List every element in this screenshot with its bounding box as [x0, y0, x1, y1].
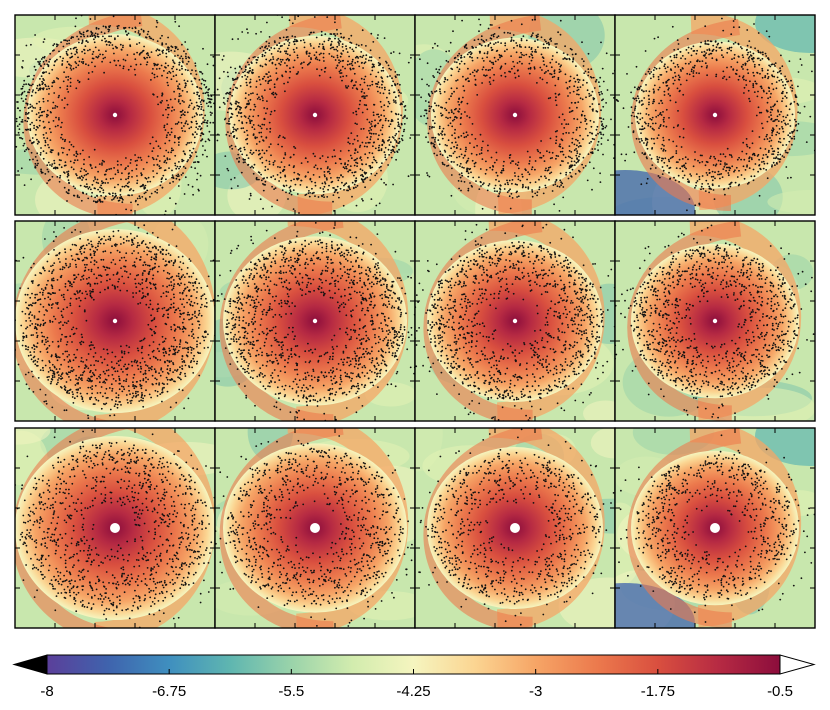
background-swirl — [415, 428, 443, 472]
central-sink — [710, 523, 720, 533]
central-sink — [512, 318, 518, 324]
particle-dots — [15, 428, 215, 628]
particle-dots — [415, 15, 615, 212]
particle-dots — [15, 15, 215, 215]
panel-frame — [614, 14, 816, 216]
central-sink — [312, 318, 318, 324]
simulation-panel — [214, 220, 416, 422]
colorbar-tick-label: -6.75 — [152, 683, 186, 700]
central-sink — [112, 318, 118, 324]
background-swirl — [15, 428, 51, 445]
simulation-panel — [414, 14, 616, 216]
central-sink — [512, 112, 518, 118]
particle-dots — [216, 15, 412, 214]
simulation-panel — [14, 14, 216, 216]
axis-ticks — [15, 221, 215, 421]
particle-dots — [615, 17, 815, 212]
axis-ticks — [615, 428, 815, 628]
central-sink — [112, 112, 118, 118]
simulation-panel — [414, 220, 616, 422]
colorbar-tick-label: -1.75 — [641, 683, 675, 700]
colorbar: -8 -6.75 -5.5 -4.25 -3 -1.75 -0.5 — [12, 654, 816, 700]
colorbar-tick-label: -5.5 — [278, 683, 304, 700]
low-density-region — [615, 170, 695, 215]
particle-dots — [216, 222, 415, 421]
central-sink — [712, 112, 718, 118]
central-sink — [510, 523, 520, 533]
simulation-panel — [214, 14, 416, 216]
axis-ticks — [215, 15, 415, 215]
central-sink — [310, 523, 320, 533]
panel-frame — [614, 427, 816, 629]
axis-ticks — [615, 15, 815, 215]
particle-dots — [615, 224, 815, 419]
colorbar-over-triangle — [779, 654, 816, 675]
background-swirl — [590, 428, 615, 459]
simulation-panel — [614, 14, 816, 216]
particle-dots — [418, 428, 615, 626]
simulation-panel — [14, 427, 216, 629]
low-density-region — [615, 583, 695, 628]
simulation-panel — [614, 427, 816, 629]
background-swirl — [583, 400, 615, 421]
background-swirl — [767, 189, 815, 215]
axis-ticks — [215, 221, 415, 421]
central-sink — [312, 112, 318, 118]
particle-dots — [215, 435, 413, 628]
colorbar-tick-label: -0.5 — [767, 683, 793, 700]
particle-dots — [618, 434, 815, 623]
panel-frame — [614, 220, 816, 422]
axis-ticks — [15, 15, 215, 215]
panel-grid — [14, 14, 816, 629]
central-sink — [110, 523, 120, 533]
particle-dots — [415, 223, 615, 421]
colorbar-tick-label: -8 — [40, 683, 53, 700]
particle-dots — [15, 221, 215, 421]
simulation-panel — [214, 427, 416, 629]
axis-ticks — [415, 15, 615, 215]
axis-ticks — [15, 428, 215, 628]
simulation-panel — [414, 427, 616, 629]
axis-ticks — [615, 221, 815, 421]
axis-ticks — [415, 428, 615, 628]
simulation-panel — [14, 220, 216, 422]
axis-ticks — [415, 221, 615, 421]
simulation-panel — [614, 220, 816, 422]
colorbar-tick-label: -4.25 — [396, 683, 430, 700]
axis-ticks — [215, 428, 415, 628]
central-sink — [712, 318, 718, 324]
colorbar-under-triangle — [12, 654, 48, 675]
colorbar-tick-label: -3 — [529, 683, 542, 700]
